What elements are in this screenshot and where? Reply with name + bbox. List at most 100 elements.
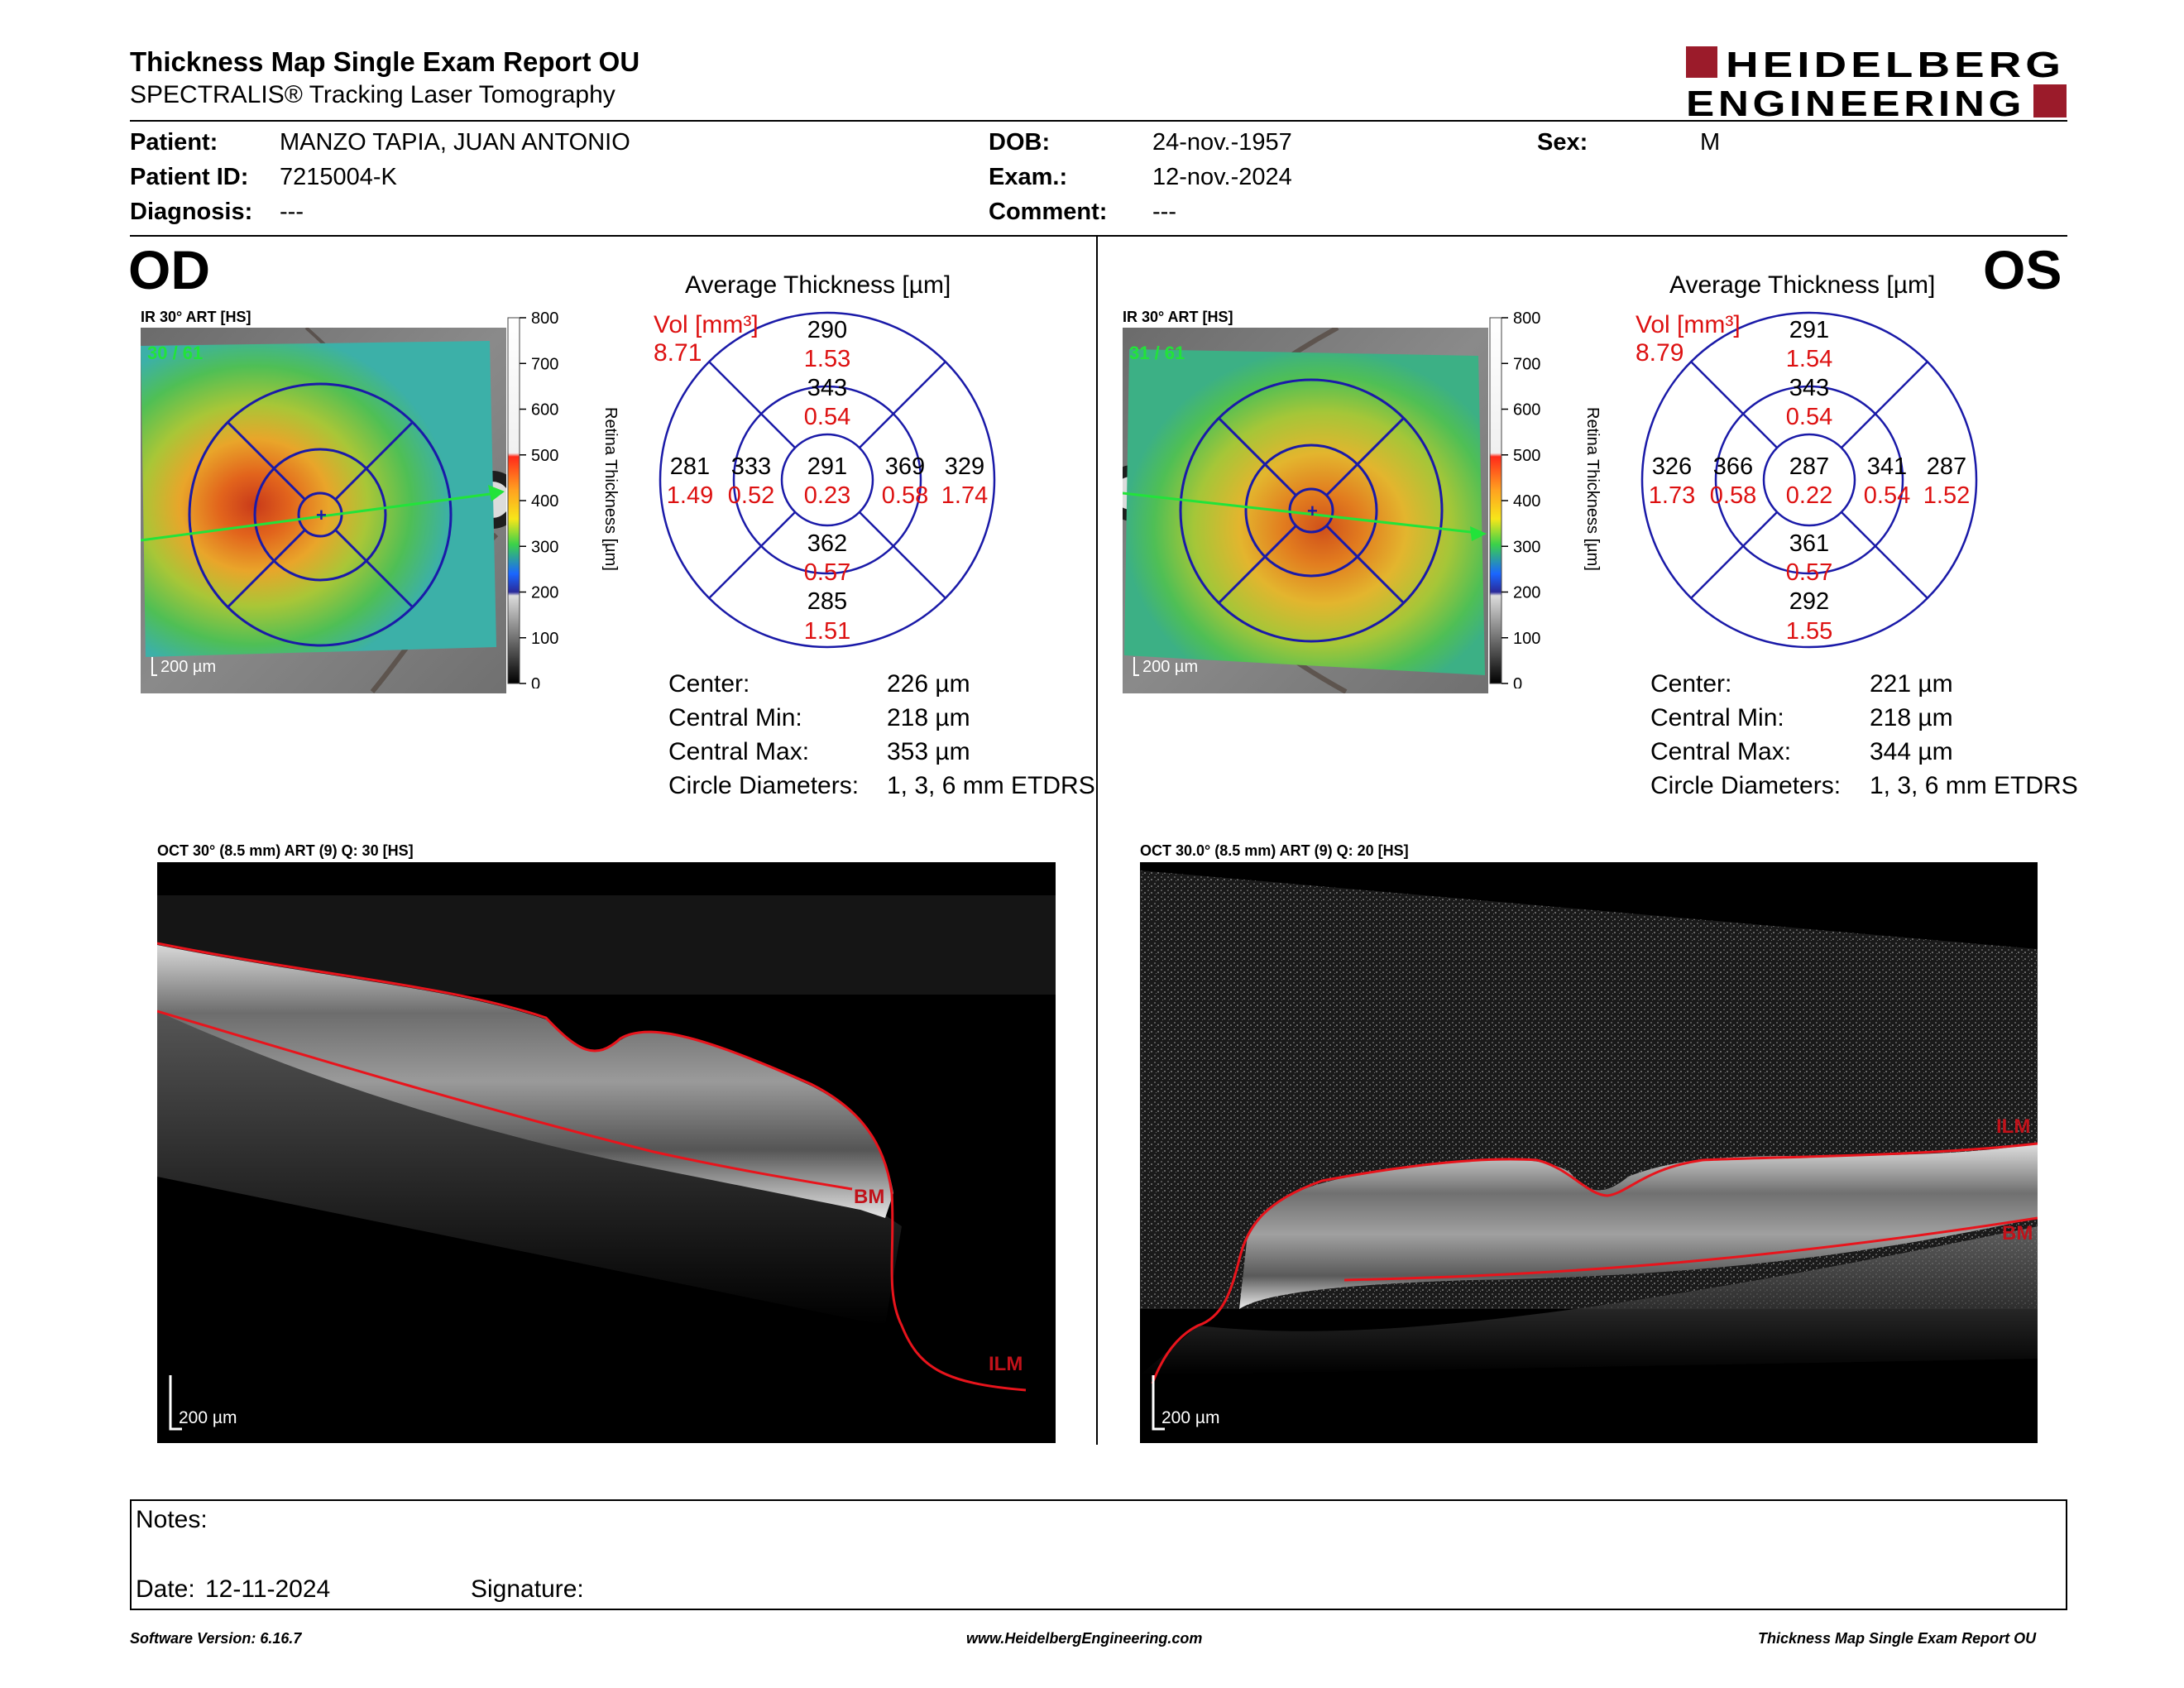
od-inner-sup-thick: 343: [807, 375, 847, 401]
od-colorbar-tick-700: 700: [531, 355, 558, 373]
svg-text:+: +: [316, 505, 327, 525]
os-outer-sup-thick: 291: [1789, 317, 1829, 343]
os-oct-scale: 200 µm: [1161, 1408, 1219, 1427]
report-title: Thickness Map Single Exam Report OU: [130, 46, 640, 77]
od-seg-ilm: ILM: [989, 1353, 1023, 1375]
os-outer-inf-vol: 1.55: [1786, 618, 1832, 645]
os-inner-left-vol: 0.58: [1710, 482, 1756, 509]
od-oct-scale: 200 µm: [179, 1408, 237, 1427]
os-outer-right-vol: 1.52: [1923, 482, 1970, 509]
os-center-thick: 287: [1789, 453, 1829, 480]
od-inner-left-vol: 0.52: [728, 482, 774, 509]
os-inner-right-vol: 0.54: [1864, 482, 1910, 509]
os-oct-label: OCT 30.0° (8.5 mm) ART (9) Q: 20 [HS]: [1140, 842, 1409, 859]
software-version: Software Version: 6.16.7: [130, 1630, 302, 1647]
website-link[interactable]: www.HeidelbergEngineering.com: [966, 1630, 1203, 1647]
od-colorbar-title: Retina Thickness [µm]: [601, 407, 620, 571]
od-diam-value: 1, 3, 6 mm ETDRS: [887, 772, 1095, 799]
patient-name: MANZO TAPIA, JUAN ANTONIO: [280, 129, 630, 156]
os-outer-sup-vol: 1.54: [1786, 346, 1832, 372]
os-colorbar-tick-200: 200: [1513, 584, 1540, 602]
sex-value: M: [1700, 129, 1721, 156]
os-vol-label: Vol [mm³]: [1636, 311, 1741, 338]
os-colorbar-tick-800: 800: [1513, 309, 1540, 328]
od-avg-title: Average Thickness [µm]: [685, 271, 951, 299]
footer-report-name: Thickness Map Single Exam Report OU: [1758, 1630, 2037, 1647]
os-center-vol: 0.22: [1786, 482, 1832, 509]
od-max-label: Central Max:: [668, 738, 810, 765]
os-ir-count: 31 / 61: [1129, 343, 1185, 363]
od-outer-right-thick: 329: [945, 453, 984, 480]
os-outer-left-vol: 1.73: [1649, 482, 1695, 509]
od-inner-inf-vol: 0.57: [804, 559, 850, 586]
os-min-value: 218 µm: [1870, 704, 1953, 731]
od-outer-left-vol: 1.49: [667, 482, 713, 509]
diagnosis-value: ---: [280, 199, 304, 225]
os-colorbar-tick-0: 0: [1513, 675, 1522, 688]
patient-label: Patient:: [130, 129, 218, 156]
od-min-value: 218 µm: [887, 704, 970, 731]
dob-label: DOB:: [989, 129, 1051, 156]
os-colorbar-tick-700: 700: [1513, 355, 1540, 373]
od-inner-sup-vol: 0.54: [804, 404, 850, 430]
signature-label: Signature:: [471, 1575, 584, 1603]
date-label: Date:: [136, 1575, 195, 1603]
od-vol-total: 8.71: [654, 339, 702, 367]
os-diam-label: Circle Diameters:: [1650, 772, 1842, 799]
od-colorbar: 800 700 600 500 400 300 200 100 0 Retina Thickne…: [507, 309, 620, 688]
logo-text-line2: ENGINEERING: [1686, 84, 2025, 121]
logo-text-line1: HEIDELBERG: [1726, 45, 2065, 85]
os-outer-inf-thick: 292: [1789, 588, 1829, 615]
od-colorbar-tick-200: 200: [531, 584, 558, 602]
od-thickness-map: + 30 / 61 200 µm: [141, 328, 506, 693]
od-vol-label: Vol [mm³]: [654, 311, 759, 338]
os-colorbar-tick-400: 400: [1513, 492, 1540, 511]
od-map-scale: 200 µm: [160, 658, 216, 676]
od-colorbar-tick-800: 800: [531, 309, 558, 328]
od-diam-label: Circle Diameters:: [668, 772, 860, 799]
svg-text:+: +: [1307, 501, 1318, 521]
os-colorbar-tick-500: 500: [1513, 447, 1540, 465]
notes-box: [130, 1499, 2067, 1610]
od-eye-label: OD: [128, 239, 210, 300]
od-inner-inf-thick: 362: [807, 530, 847, 557]
dob-value: 24-nov.-1957: [1152, 129, 1292, 156]
comment-label: Comment:: [989, 199, 1108, 225]
od-colorbar-tick-0: 0: [531, 675, 540, 688]
os-outer-right-thick: 287: [1927, 453, 1966, 480]
exam-value: 12-nov.-2024: [1152, 164, 1292, 190]
os-min-label: Central Min:: [1650, 704, 1784, 731]
os-inner-left-thick: 366: [1713, 453, 1753, 480]
os-inner-right-thick: 341: [1867, 453, 1907, 480]
eye-divider: [1096, 237, 1098, 1445]
exam-label: Exam.:: [989, 164, 1068, 190]
os-etdrs-grid: 291 1.54 343 0.54 287 0.22 361 0.57 292 …: [1640, 311, 1978, 649]
od-outer-inf-thick: 285: [807, 588, 847, 615]
os-avg-title: Average Thickness [µm]: [1669, 271, 1936, 299]
date-value: 12-11-2024: [205, 1575, 331, 1603]
os-colorbar: 800 700 600 500 400 300 200 100 0 Retina Thickne…: [1489, 309, 1602, 688]
od-oct-scan: BM ILM 200 µm: [157, 862, 1056, 1443]
os-map-scale: 200 µm: [1142, 658, 1198, 676]
os-colorbar-tick-300: 300: [1513, 538, 1540, 556]
od-outer-inf-vol: 1.51: [804, 618, 850, 645]
os-eye-label: OS: [1983, 239, 2062, 300]
os-max-label: Central Max:: [1650, 738, 1792, 765]
od-colorbar-tick-400: 400: [531, 492, 558, 511]
od-seg-bm: BM: [854, 1186, 884, 1208]
os-inner-sup-thick: 343: [1789, 375, 1829, 401]
od-colorbar-tick-500: 500: [531, 447, 558, 465]
notes-label: Notes:: [136, 1506, 208, 1533]
patient-id-label: Patient ID:: [130, 164, 249, 190]
os-max-value: 344 µm: [1870, 738, 1953, 765]
os-inner-inf-vol: 0.57: [1786, 559, 1832, 586]
os-inner-inf-thick: 361: [1789, 530, 1829, 557]
os-colorbar-tick-600: 600: [1513, 401, 1540, 420]
od-colorbar-tick-300: 300: [531, 538, 558, 556]
od-ir-count: 30 / 61: [147, 343, 203, 363]
diagnosis-label: Diagnosis:: [130, 199, 253, 225]
report-subtitle: SPECTRALIS® Tracking Laser Tomography: [130, 81, 615, 108]
os-thickness-map: + 31 / 61 200 µm: [1123, 328, 1488, 693]
os-center-value: 221 µm: [1870, 670, 1953, 698]
od-center-label: Center:: [668, 670, 750, 698]
